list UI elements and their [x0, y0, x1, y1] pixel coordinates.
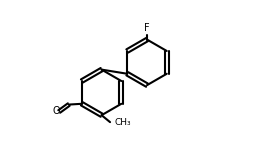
Text: O: O: [53, 107, 60, 116]
Text: F: F: [144, 23, 150, 33]
Text: CH₃: CH₃: [115, 118, 131, 127]
